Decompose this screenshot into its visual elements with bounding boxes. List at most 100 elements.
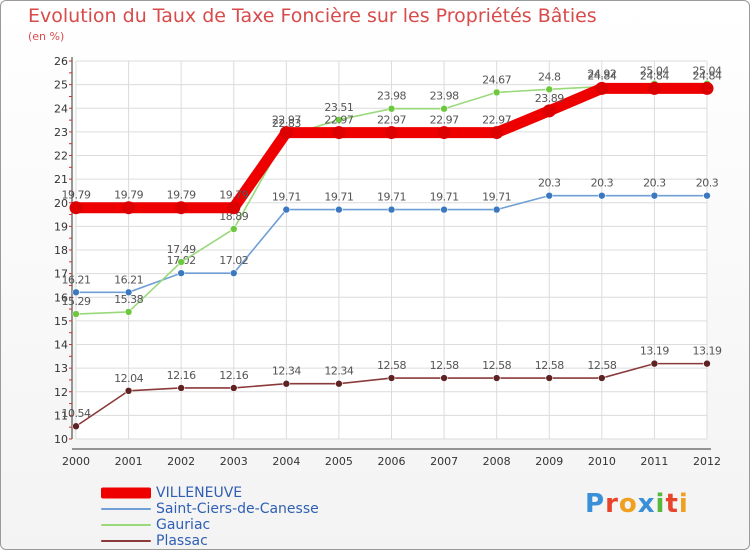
legend-label: VILLENEUVE (156, 485, 243, 501)
data-label: 20.3 (591, 177, 614, 190)
data-point (335, 116, 343, 124)
data-label: 19.79 (219, 189, 248, 202)
y-tick-label: 10 (54, 433, 68, 446)
data-label: 23.98 (430, 90, 459, 103)
data-point (545, 191, 554, 200)
data-point (229, 384, 238, 392)
data-label: 19.71 (482, 191, 511, 204)
data-label: 12.58 (430, 359, 459, 372)
x-tick-label: 2007 (430, 455, 458, 468)
data-point (492, 88, 501, 97)
data-label: 12.58 (377, 359, 406, 372)
data-point (385, 126, 398, 140)
data-point (542, 104, 556, 118)
data-label: 24.84 (640, 69, 669, 82)
x-tick-label: 2010 (588, 455, 616, 468)
data-label: 19.71 (272, 191, 301, 204)
data-label: 15.29 (62, 295, 91, 308)
data-point (124, 288, 133, 297)
data-label: 13.19 (693, 345, 722, 358)
data-label: 19.71 (324, 191, 353, 204)
data-point (177, 258, 185, 266)
legend-swatch (101, 508, 151, 510)
data-label: 22.97 (377, 114, 406, 127)
data-point (650, 191, 659, 200)
data-label: 24.67 (482, 73, 511, 86)
x-tick-label: 2004 (272, 455, 300, 468)
data-label: 19.71 (377, 191, 406, 204)
proxiti-logo: Proxiti (585, 489, 689, 519)
data-label: 24.84 (693, 69, 722, 82)
data-label: 22.97 (430, 114, 459, 127)
y-tick-label: 13 (54, 362, 68, 375)
data-label: 25.04 (640, 65, 669, 78)
data-point (174, 201, 188, 215)
data-label: 19.71 (430, 191, 459, 204)
data-point (72, 310, 80, 318)
data-label: 15.38 (114, 293, 143, 306)
legend-swatch (101, 524, 151, 526)
y-tick-label: 26 (54, 55, 68, 68)
legend-swatch (101, 487, 151, 499)
data-point (545, 374, 554, 382)
data-label: 19.79 (167, 189, 196, 202)
data-label: 12.16 (219, 369, 248, 382)
logo-letter: r (605, 489, 619, 519)
y-axis-unit-label: (en %) (28, 30, 65, 43)
logo-letter: i (678, 489, 689, 519)
logo-letter: P (585, 489, 606, 519)
data-label: 22.97 (482, 114, 511, 127)
data-point (72, 422, 80, 431)
data-point (72, 288, 80, 297)
data-point (650, 359, 659, 368)
legend-label: Saint-Ciers-de-Canesse (156, 501, 319, 517)
data-point (335, 379, 343, 388)
data-point (598, 374, 606, 382)
x-tick-label: 2012 (693, 455, 721, 468)
y-tick-label: 25 (54, 79, 68, 92)
data-label: 12.04 (114, 372, 143, 385)
data-label: 19.79 (62, 189, 91, 202)
data-label: 17.49 (167, 243, 196, 256)
data-label: 12.34 (272, 365, 301, 378)
data-point (703, 359, 711, 368)
logo-letter: i (655, 489, 666, 519)
data-label: 12.58 (587, 359, 616, 372)
y-tick-label: 16 (54, 291, 68, 304)
data-point (440, 374, 448, 382)
data-point (647, 81, 661, 95)
logo-letter: o (618, 489, 638, 519)
legend-label: Plassac (156, 533, 208, 549)
data-point (700, 81, 714, 95)
data-label: 24.8 (538, 70, 561, 83)
x-tick-label: 2003 (220, 455, 248, 468)
data-label: 22.83 (272, 117, 301, 130)
data-point (598, 191, 606, 200)
data-point (595, 81, 609, 95)
data-label: 23.98 (377, 90, 406, 103)
y-tick-label: 22 (54, 150, 68, 163)
data-label: 12.16 (167, 369, 196, 382)
data-point (122, 201, 136, 215)
data-point (387, 374, 396, 382)
y-tick-label: 15 (54, 315, 68, 328)
data-label: 20.3 (538, 177, 561, 190)
data-point (335, 205, 343, 214)
x-tick-label: 2008 (483, 455, 511, 468)
data-point (437, 126, 451, 140)
y-tick-label: 18 (54, 244, 68, 257)
chart-title: Evolution du Taux de Taxe Foncière sur l… (28, 5, 597, 27)
data-label: 22.97 (272, 114, 301, 127)
x-tick-label: 2002 (167, 455, 195, 468)
y-tick-label: 11 (54, 409, 68, 422)
data-label: 18.89 (219, 210, 248, 223)
data-point (387, 205, 396, 214)
data-point (227, 201, 241, 215)
data-label: 12.58 (535, 359, 564, 372)
y-tick-label: 12 (54, 386, 68, 399)
data-point (229, 225, 238, 233)
data-label: 12.58 (482, 359, 511, 372)
data-point (282, 205, 291, 214)
data-label: 10.54 (62, 407, 91, 420)
